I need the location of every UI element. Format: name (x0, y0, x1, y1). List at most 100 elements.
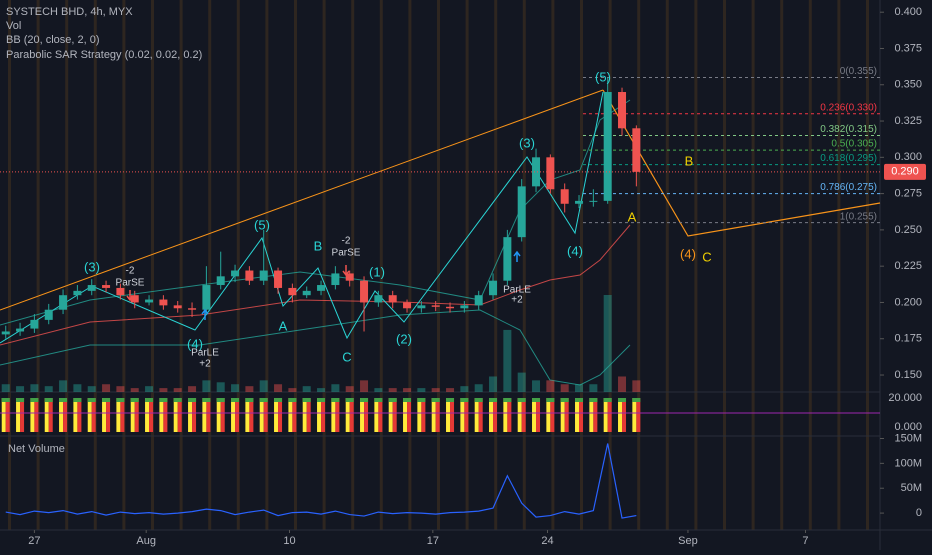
volume-bar (331, 384, 340, 392)
osc-bar (489, 398, 494, 432)
osc-bar (30, 398, 39, 402)
osc-bar (388, 398, 393, 432)
osc-bar (177, 398, 182, 432)
osc-bar (87, 398, 96, 402)
y-tick-label: 150M (894, 432, 922, 444)
osc-bar (603, 398, 612, 402)
osc-bar (632, 398, 641, 402)
osc-bar (278, 398, 283, 432)
session-stripe (8, 0, 11, 530)
osc-bar (149, 398, 154, 432)
volume-bar (259, 380, 268, 392)
osc-bar (360, 398, 365, 432)
x-tick-label: 10 (283, 535, 295, 547)
volume-bar (546, 380, 555, 392)
fib-label: 0.618(0.295) (820, 153, 877, 164)
session-stripe (465, 0, 469, 530)
osc-bar (288, 398, 297, 402)
x-tick-label: Sep (678, 535, 698, 547)
osc-bar (188, 398, 197, 402)
candle-body (173, 305, 182, 309)
fib-label: 0.382(0.315) (820, 124, 877, 135)
candle-body (317, 285, 326, 291)
osc-bar (249, 398, 254, 432)
annotation: +2 (199, 359, 211, 370)
candle-body (288, 287, 297, 296)
annotation: (4) (567, 243, 583, 258)
x-tick-label: Aug (136, 535, 156, 547)
candle-body (216, 276, 225, 286)
osc-bar (120, 398, 125, 432)
volume-bar (460, 386, 469, 392)
osc-bar (335, 398, 340, 432)
osc-bar (532, 398, 537, 432)
osc-bar (59, 398, 68, 402)
session-stripe (179, 0, 183, 530)
osc-bar (73, 398, 82, 402)
volume-bar (317, 388, 326, 392)
osc-bar (145, 398, 150, 432)
candle-body (474, 295, 483, 306)
fib-label: 0(0.355) (840, 66, 877, 77)
osc-bar (349, 398, 354, 432)
osc-bar (106, 398, 111, 432)
volume-bar (431, 388, 440, 392)
osc-bar (388, 398, 397, 402)
osc-bar (102, 398, 107, 432)
projection-line (602, 89, 881, 237)
annotation: C (702, 249, 711, 264)
osc-bar (263, 398, 268, 432)
candle-body (259, 270, 268, 281)
annotation: -2 (126, 266, 135, 277)
osc-bar (532, 398, 541, 402)
osc-bar (188, 398, 193, 432)
y-tick-label: 0.350 (894, 79, 922, 91)
osc-bar (503, 398, 512, 402)
candle-body (431, 305, 440, 307)
osc-bar (130, 398, 139, 402)
candle-body (360, 280, 369, 303)
y-tick-label: 100M (894, 457, 922, 469)
y-tick-label: 0.175 (894, 333, 922, 345)
session-stripe (837, 0, 841, 530)
osc-bar (159, 398, 164, 432)
volume-bar (202, 380, 211, 392)
volume-bar (575, 384, 584, 392)
osc-bar (245, 398, 250, 432)
osc-bar (417, 398, 426, 402)
osc-bar (30, 398, 35, 432)
osc-bar (231, 398, 240, 402)
candle-body (603, 92, 612, 201)
y-tick-label: 0.225 (894, 260, 922, 272)
annotation: (3) (519, 135, 535, 150)
osc-bar (431, 398, 440, 402)
volume-bar (345, 386, 354, 392)
osc-bar (575, 398, 584, 402)
osc-bar (521, 398, 526, 432)
y-tick-label: 0.325 (894, 115, 922, 127)
session-stripe (408, 0, 412, 530)
indicator-label: Vol (6, 20, 21, 32)
osc-bar (317, 398, 326, 402)
session-stripe (551, 0, 555, 530)
candle-body (16, 328, 25, 332)
osc-bar (403, 398, 412, 402)
osc-bar (321, 398, 326, 432)
candle-body (546, 157, 555, 190)
osc-bar (235, 398, 240, 432)
annotation: ParSE (332, 248, 361, 259)
annotation: B (685, 153, 694, 168)
session-stripe (522, 0, 526, 530)
osc-bar (192, 398, 197, 432)
candle-body (274, 270, 283, 288)
osc-bar (5, 398, 10, 432)
session-stripe (866, 0, 869, 530)
candle-body (245, 270, 254, 281)
session-stripe (36, 0, 40, 530)
candle-body (159, 299, 168, 306)
osc-bar (216, 398, 225, 402)
osc-bar (378, 398, 383, 432)
session-stripe (751, 0, 755, 530)
osc-bar (159, 398, 168, 402)
